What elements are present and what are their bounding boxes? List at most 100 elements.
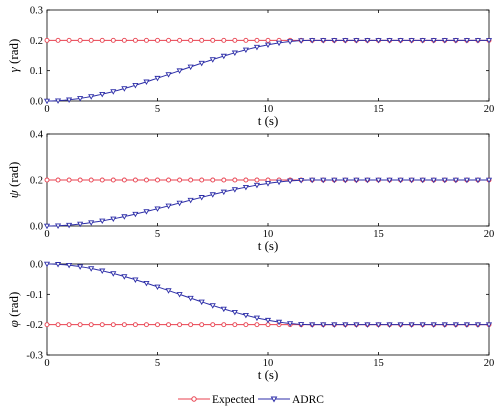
phi-series-adrc-marker [43,261,51,268]
gamma-series-adrc-marker [463,38,470,44]
psi-series-adrc-marker [121,214,128,220]
phi-x-tick-label: 10 [263,358,274,369]
phi-series-expected-marker [254,322,260,328]
gamma-x-tick-label: 0 [44,104,49,115]
phi-series-adrc-marker [77,264,84,270]
phi-series-expected-marker [232,322,238,328]
gamma-series-adrc-marker [485,38,493,44]
legend-marker-adrc [270,396,278,403]
phi-y-axis-label: φ (rad) [6,292,21,328]
gamma-series-adrc-marker [474,38,482,44]
psi-series-expected-marker [254,177,260,183]
phi-series-adrc-marker [441,322,448,328]
phi-series-adrc-marker [419,322,426,328]
phi-series-expected-marker [66,322,72,328]
phi-series-expected-marker [221,322,227,328]
phi-series-adrc-marker [143,280,150,287]
psi-series-adrc-marker [419,177,426,184]
gamma-x-tick-label: 5 [155,104,160,115]
psi-series-adrc-marker [463,177,470,184]
gamma-series-adrc-marker [209,57,216,63]
gamma-series-adrc-marker [408,38,415,44]
gamma-series-adrc-marker [253,44,261,51]
gamma-series-expected-marker [232,37,238,43]
gamma-series-expected-marker [110,37,116,43]
gamma-series-expected-marker [132,37,138,43]
psi-series-adrc-marker [474,177,482,184]
phi-series-adrc-marker [176,292,183,298]
phi-series-expected-marker [121,322,127,328]
phi-y-tick-label: 0.0 [30,260,43,271]
psi-series-adrc-marker [342,177,349,184]
gamma-series-adrc-marker [66,97,73,104]
psi-series-adrc-marker [309,177,316,184]
phi-series-adrc-marker [430,322,437,328]
gamma-series-adrc-marker [231,50,238,57]
phi-series-adrc-marker [132,277,139,283]
psi-series-expected-marker [143,177,149,183]
gamma-series-adrc-marker [287,39,294,45]
phi-series-expected-marker [188,322,194,328]
phi-series-adrc-marker [463,322,470,328]
psi-series-adrc-marker [275,179,283,186]
gamma-series-adrc-marker [43,98,51,105]
gamma-x-axis-label: t (s) [258,113,279,128]
phi-series-adrc-marker [375,322,382,328]
phi-series-adrc-marker [209,303,216,309]
psi-series-adrc-marker [43,223,51,230]
psi-series-adrc-marker [408,177,415,184]
gamma-series-adrc-marker [242,47,249,54]
psi-series-expected-marker [99,177,105,183]
phi-series-expected-marker [166,322,172,328]
psi-series-adrc-marker [353,177,360,184]
phi-series-adrc-marker [397,322,404,328]
gamma-plot-frame [46,9,490,102]
gamma-series-expected-marker [99,37,105,43]
gamma-series-expected-marker [66,37,72,43]
phi-x-axis-label: t (s) [258,367,279,382]
psi-series-expected-marker [55,177,61,183]
psi-x-tick-label: 0 [44,229,49,240]
legend: Expected ADRC [178,394,324,406]
gamma-series-expected-marker [265,37,271,43]
psi-series-expected-marker [232,177,238,183]
gamma-x-tick-label: 15 [373,104,384,115]
gamma-series-adrc-marker [331,38,338,44]
gamma-y-tick-label: 0.2 [30,36,43,47]
gamma-series-expected-marker [77,37,83,43]
psi-series-adrc-marker [154,206,161,212]
phi-series-adrc-marker [99,268,106,275]
psi-series-expected-marker [166,177,172,183]
gamma-series-adrc-marker [309,38,316,44]
phi-series-adrc-marker [198,299,205,306]
psi-series-expected-marker [199,177,205,183]
gamma-series-adrc-marker [110,89,117,95]
phi-series-adrc-marker [253,315,261,322]
gamma-series-adrc-marker [99,91,106,98]
phi-series-expected-marker [77,322,83,328]
psi-series-adrc-marker [253,182,261,189]
psi-series-adrc-marker [54,223,62,229]
phi-series-expected-marker [44,322,50,328]
phi-series-adrc-marker [452,322,459,328]
gamma-chart: 0 5 10 15 20 0.0 0.1 0.2 0.3 t (s) γ (rad) [6,6,494,129]
psi-x-tick-label: 20 [484,229,495,240]
psi-series-adrc-marker [110,216,117,223]
gamma-series-expected-marker [188,37,194,43]
phi-series-expected-marker [55,322,61,328]
phi-series-adrc-marker [309,322,316,328]
gamma-series-adrc-marker [342,38,349,44]
psi-series-expected-marker [77,177,83,183]
psi-series-adrc-marker [320,177,327,184]
gamma-y-axis-label: γ (rad) [6,39,21,73]
psi-series-expected-marker [88,177,94,183]
phi-series-adrc-marker [220,306,227,313]
psi-x-tick-label: 5 [155,229,160,240]
gamma-series-adrc-marker [220,53,227,60]
gamma-series-adrc-marker [364,38,371,44]
gamma-series-adrc-marker [132,83,139,89]
gamma-x-tick-label: 20 [484,104,495,115]
gamma-y-tick-label: 0.3 [30,6,43,17]
gamma-series-adrc-marker [121,86,128,92]
